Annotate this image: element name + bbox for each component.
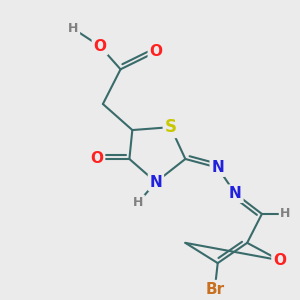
Text: S: S [165,118,177,136]
Text: Br: Br [205,282,224,297]
Text: N: N [211,160,224,175]
Text: O: O [93,39,106,54]
Text: N: N [149,175,162,190]
Text: H: H [280,207,291,220]
Text: O: O [273,253,286,268]
Text: O: O [149,44,162,59]
Text: H: H [68,22,79,35]
Text: O: O [91,152,103,166]
Text: N: N [229,186,242,201]
Text: H: H [133,196,143,209]
